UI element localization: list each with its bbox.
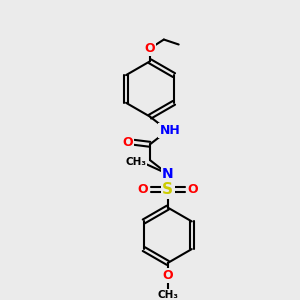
Text: CH₃: CH₃ [126,157,147,167]
Text: O: O [163,269,173,282]
Text: O: O [122,136,133,149]
Text: S: S [162,182,173,197]
Text: O: O [138,183,148,196]
Text: O: O [145,42,155,55]
Text: CH₃: CH₃ [157,290,178,300]
Text: N: N [162,167,174,181]
Text: NH: NH [159,124,180,137]
Text: O: O [187,183,198,196]
